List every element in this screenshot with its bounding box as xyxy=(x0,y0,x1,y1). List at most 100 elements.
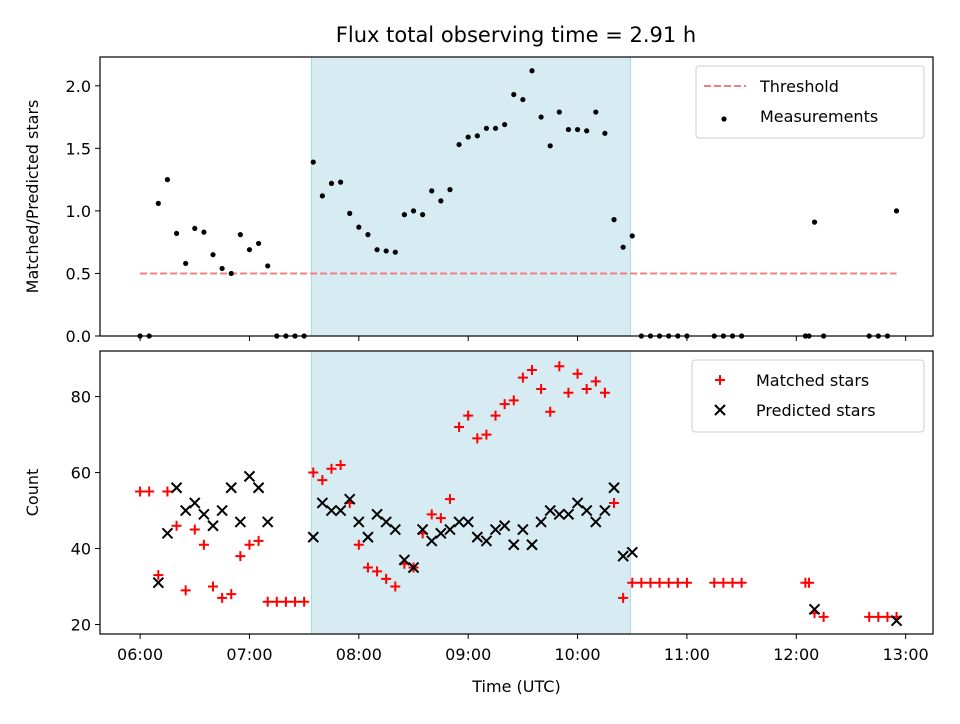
data-point xyxy=(818,611,829,622)
data-point xyxy=(599,504,611,517)
data-point xyxy=(502,121,508,128)
data-point xyxy=(529,68,535,74)
data-point xyxy=(372,566,383,577)
data-point xyxy=(554,361,565,372)
y-tick-label: 0.0 xyxy=(66,327,91,346)
data-point xyxy=(252,482,265,494)
data-point xyxy=(471,531,484,543)
data-point xyxy=(144,486,155,497)
data-point xyxy=(645,577,656,588)
data-point xyxy=(590,516,602,528)
data-point xyxy=(893,208,900,214)
data-point xyxy=(571,497,584,509)
y-tick-label: 80 xyxy=(71,388,91,407)
data-point xyxy=(173,230,180,237)
data-point xyxy=(344,493,356,505)
data-point xyxy=(316,497,329,509)
data-point xyxy=(326,463,337,474)
x-tick-label: 06:00 xyxy=(117,645,163,664)
data-point xyxy=(261,516,274,528)
data-point xyxy=(618,592,629,603)
data-point xyxy=(347,210,353,216)
data-point xyxy=(280,596,291,607)
x-tick-label: 12:00 xyxy=(773,645,819,664)
data-point xyxy=(161,527,174,540)
data-point xyxy=(480,535,493,547)
data-point xyxy=(620,244,626,250)
data-point xyxy=(498,520,511,532)
data-point xyxy=(535,516,547,528)
data-point xyxy=(556,109,562,115)
data-point xyxy=(228,270,234,277)
data-point xyxy=(454,421,465,432)
data-point xyxy=(565,126,572,133)
legend-label: Threshold xyxy=(759,77,839,96)
data-point xyxy=(152,577,165,589)
series-predicted-stars xyxy=(152,470,903,627)
data-point xyxy=(563,387,574,398)
data-point xyxy=(429,188,435,194)
data-point xyxy=(580,504,593,517)
data-point xyxy=(262,596,273,607)
data-point xyxy=(374,247,380,253)
data-point xyxy=(517,372,528,383)
data-point xyxy=(462,516,474,528)
data-point xyxy=(299,596,310,607)
data-point xyxy=(547,143,553,149)
data-point xyxy=(308,467,319,478)
legend: Matched stars Predicted stars xyxy=(691,359,925,433)
data-point xyxy=(508,539,520,551)
data-point xyxy=(328,180,335,186)
data-point xyxy=(590,376,601,387)
data-point xyxy=(183,260,189,267)
legend-marker xyxy=(714,404,726,416)
legend-marker xyxy=(721,116,727,122)
data-point xyxy=(317,475,328,486)
data-point xyxy=(192,225,198,232)
data-point xyxy=(219,265,225,272)
data-point xyxy=(627,577,638,588)
y-tick-label: 1.0 xyxy=(66,202,91,221)
data-point xyxy=(307,531,319,543)
data-point xyxy=(890,614,903,627)
data-point xyxy=(155,200,161,206)
data-point xyxy=(435,513,446,524)
data-point xyxy=(380,516,392,528)
y-tick-label: 40 xyxy=(71,540,91,559)
y-tick-label: 20 xyxy=(71,616,91,635)
data-point xyxy=(235,551,246,562)
data-point xyxy=(718,577,729,588)
legend-label: Matched stars xyxy=(756,371,869,390)
data-point xyxy=(492,125,499,131)
data-point xyxy=(198,508,210,521)
chart-title: Flux total observing time = 2.91 h xyxy=(336,23,696,47)
y-tick-label: 2.0 xyxy=(66,77,91,96)
data-point xyxy=(407,561,420,574)
y-axis-label: Matched/Predicted stars xyxy=(23,100,42,294)
data-point xyxy=(244,539,255,550)
y-tick-label: 0.5 xyxy=(66,264,91,283)
legend-box xyxy=(691,359,925,433)
data-point xyxy=(435,527,447,540)
x-tick-label: 07:00 xyxy=(226,645,272,664)
data-point xyxy=(511,91,517,98)
data-point xyxy=(265,263,271,269)
x-tick-label: 11:00 xyxy=(664,645,710,664)
data-point xyxy=(593,109,599,115)
data-point xyxy=(271,596,282,607)
data-point xyxy=(171,520,182,531)
data-point xyxy=(808,603,821,616)
data-point xyxy=(334,504,347,517)
data-point xyxy=(489,523,502,536)
data-point xyxy=(608,482,620,494)
data-point xyxy=(709,577,720,588)
data-point xyxy=(162,486,173,497)
data-point xyxy=(170,482,183,494)
data-point xyxy=(201,229,207,235)
data-point xyxy=(198,539,209,550)
data-point xyxy=(463,410,474,421)
data-point xyxy=(237,232,243,238)
data-point xyxy=(325,504,338,517)
data-point xyxy=(353,516,365,528)
